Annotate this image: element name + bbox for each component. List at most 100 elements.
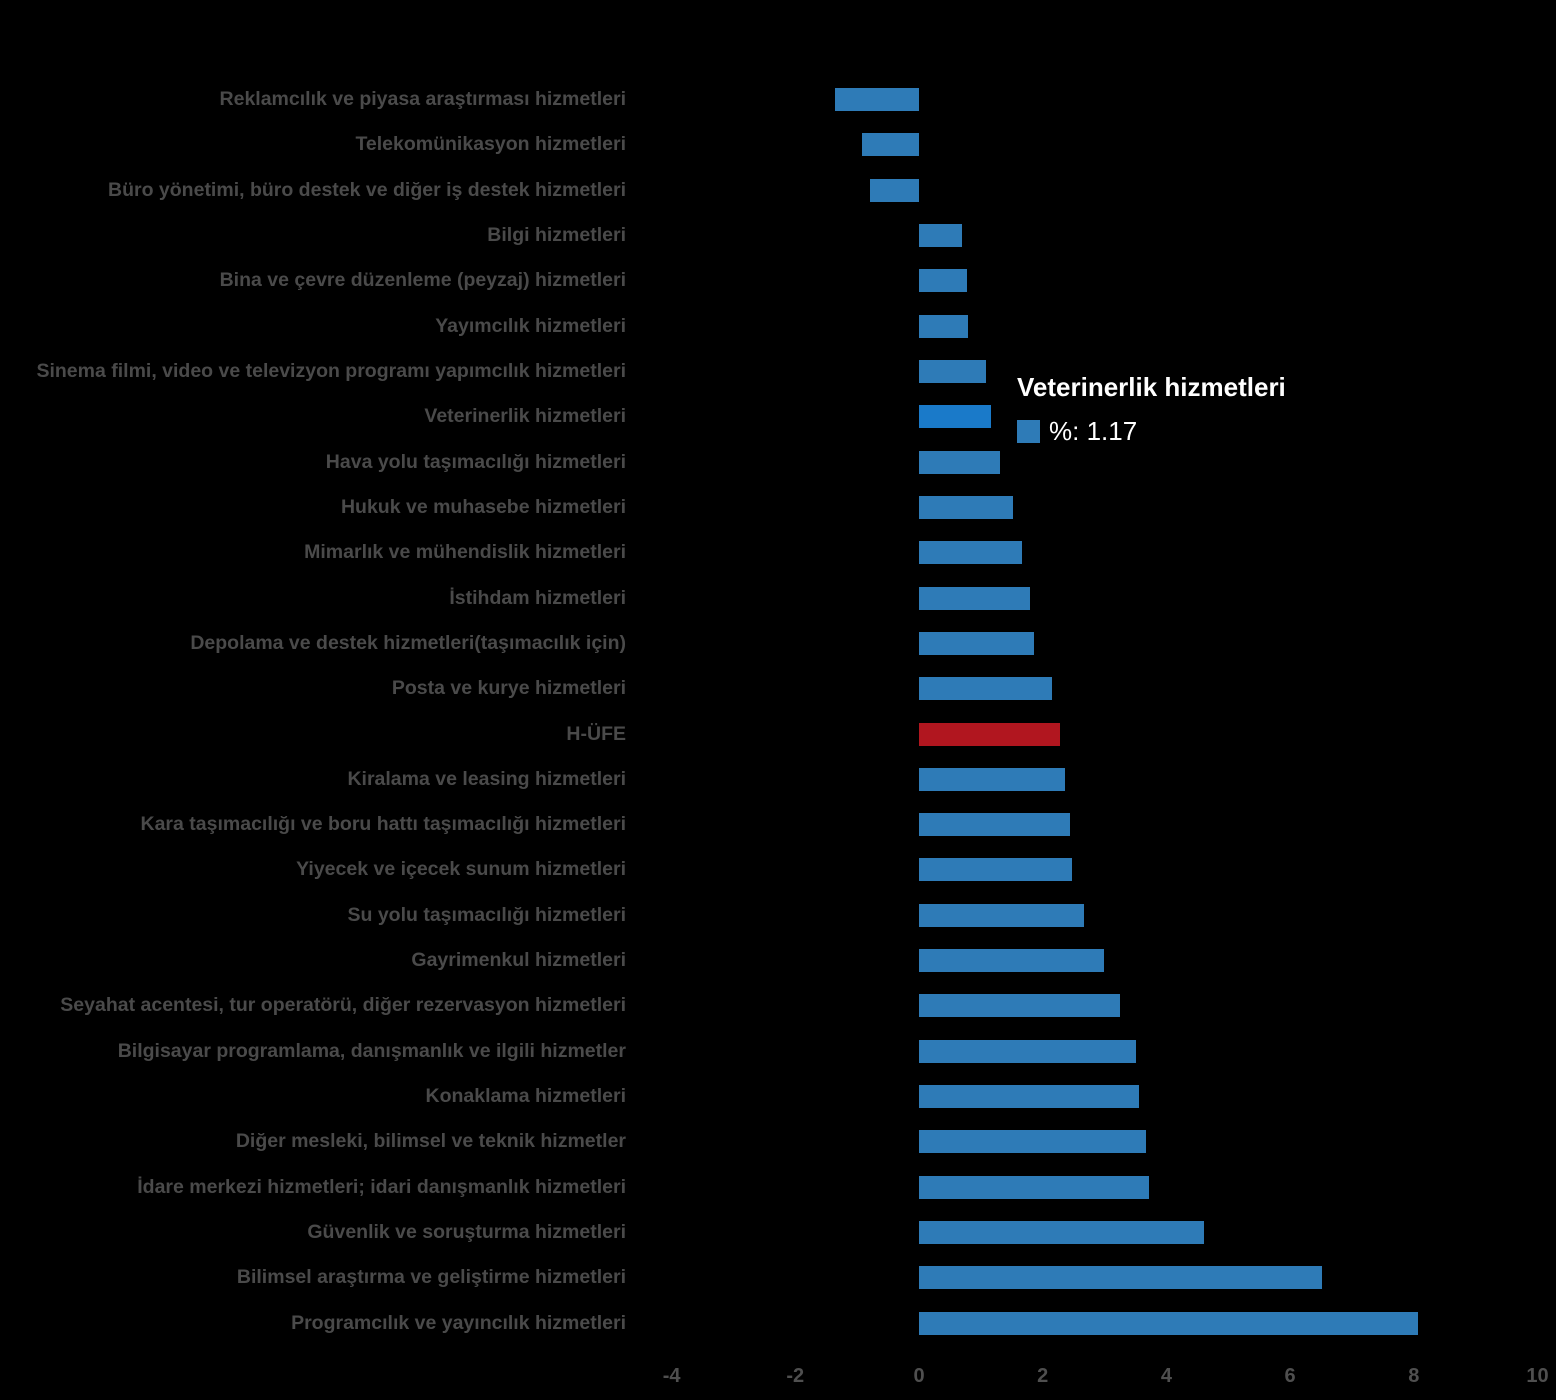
category-label: Posta ve kurye hizmetleri	[391, 677, 626, 700]
category-label: Gayrimenkul hizmetleri	[411, 949, 626, 972]
value-bar[interactable]	[870, 178, 919, 202]
x-axis-tick-label: 8	[1408, 1365, 1420, 1387]
table-row: Posta ve kurye hizmetleri	[0, 666, 1556, 711]
table-row: H-ÜFE	[0, 711, 1556, 756]
value-bar[interactable]	[919, 631, 1035, 655]
category-label: Sinema filmi, video ve televizyon progra…	[36, 360, 626, 382]
plot-area	[648, 1175, 1556, 1199]
category-label: Seyahat acentesi, tur operatörü, diğer r…	[60, 994, 626, 1017]
table-row: Kara taşımacılığı ve boru hattı taşımacı…	[0, 802, 1556, 847]
value-bar[interactable]	[919, 677, 1052, 701]
category-label: Bilgisayar programlama, danışmanlık ve i…	[117, 1039, 626, 1062]
tooltip: Veterinerlik hizmetleri %: 1.17	[1017, 372, 1286, 447]
value-bar[interactable]	[919, 767, 1065, 791]
value-bar[interactable]	[919, 858, 1073, 882]
category-label: H-ÜFE	[566, 722, 626, 745]
value-bar[interactable]	[919, 541, 1023, 565]
plot-area	[648, 813, 1556, 837]
table-row: Bilgi hizmetleri	[0, 213, 1556, 258]
tooltip-value-row: %: 1.17	[1017, 416, 1286, 447]
category-label: Hava yolu taşımacılığı hizmetleri	[325, 450, 626, 473]
x-axis-tick-label: -4	[662, 1365, 681, 1387]
plot-area	[648, 767, 1556, 791]
x-axis: -4 -2 0 2 4 6 8 10	[0, 1365, 1556, 1395]
category-label: Büro yönetimi, büro destek ve diğer iş d…	[108, 178, 626, 201]
table-row: Telekomünikasyon hizmetleri	[0, 122, 1556, 167]
value-bar[interactable]	[919, 722, 1061, 746]
value-bar[interactable]	[919, 1266, 1323, 1290]
table-row: Bilimsel araştırma ve geliştirme hizmetl…	[0, 1255, 1556, 1300]
value-bar[interactable]	[919, 586, 1030, 610]
plot-area	[648, 450, 1556, 474]
value-bar[interactable]	[862, 133, 919, 157]
value-bar[interactable]	[919, 450, 1001, 474]
x-axis-tick-label: 4	[1160, 1365, 1172, 1387]
plot-area	[648, 178, 1556, 202]
value-bar[interactable]	[919, 360, 986, 384]
category-label: Diğer mesleki, bilimsel ve teknik hizmet…	[235, 1130, 626, 1153]
plot-area	[648, 495, 1556, 519]
category-label: Bilgi hizmetleri	[487, 224, 626, 247]
table-row: Büro yönetimi, büro destek ve diğer iş d…	[0, 168, 1556, 213]
table-row: Sinema filmi, video ve televizyon progra…	[0, 349, 1556, 394]
category-label: Veterinerlik hizmetleri	[424, 405, 626, 428]
value-bar[interactable]	[834, 88, 919, 112]
category-label: Kiralama ve leasing hizmetleri	[347, 767, 626, 790]
plot-area	[648, 314, 1556, 338]
table-row: İdare merkezi hizmetleri; idari danışman…	[0, 1165, 1556, 1210]
category-label: Reklamcılık ve piyasa araştırması hizmet…	[219, 88, 626, 111]
category-label: Kara taşımacılığı ve boru hattı taşımacı…	[140, 813, 627, 836]
value-bar[interactable]	[919, 405, 992, 429]
value-bar[interactable]	[919, 903, 1084, 927]
tooltip-title: Veterinerlik hizmetleri	[1017, 372, 1286, 402]
table-row: Diğer mesleki, bilimsel ve teknik hizmet…	[0, 1119, 1556, 1164]
plot-area	[648, 903, 1556, 927]
plot-area	[648, 677, 1556, 701]
plot-area	[648, 586, 1556, 610]
value-bar[interactable]	[919, 1130, 1146, 1154]
category-label: Hukuk ve muhasebe hizmetleri	[340, 495, 626, 518]
value-bar[interactable]	[919, 1220, 1205, 1244]
table-row: Su yolu taşımacılığı hizmetleri	[0, 893, 1556, 938]
x-axis-tick-label: -2	[786, 1365, 805, 1387]
value-bar[interactable]	[919, 813, 1070, 837]
plot-area	[648, 631, 1556, 655]
table-row: Bilgisayar programlama, danışmanlık ve i…	[0, 1029, 1556, 1074]
value-bar[interactable]	[919, 224, 963, 248]
table-row: Seyahat acentesi, tur operatörü, diğer r…	[0, 983, 1556, 1028]
table-row: Hava yolu taşımacılığı hizmetleri	[0, 440, 1556, 485]
x-axis-tick-label: 6	[1284, 1365, 1296, 1387]
table-row: Yiyecek ve içecek sunum hizmetleri	[0, 847, 1556, 892]
bar-chart-rows: Reklamcılık ve piyasa araştırması hizmet…	[0, 77, 1556, 1346]
plot-area	[648, 1130, 1556, 1154]
table-row: Reklamcılık ve piyasa araştırması hizmet…	[0, 77, 1556, 122]
value-bar[interactable]	[919, 1039, 1137, 1063]
plot-area	[648, 1039, 1556, 1063]
value-bar[interactable]	[919, 994, 1120, 1018]
category-label: İstihdam hizmetleri	[449, 586, 626, 609]
value-bar[interactable]	[919, 1311, 1419, 1335]
category-label: Yayımcılık hizmetleri	[435, 314, 626, 337]
table-row: Depolama ve destek hizmetleri(taşımacılı…	[0, 621, 1556, 666]
plot-area	[648, 1220, 1556, 1244]
category-label: Bina ve çevre düzenleme (peyzaj) hizmetl…	[219, 269, 626, 292]
plot-area	[648, 858, 1556, 882]
category-label: İdare merkezi hizmetleri; idari danışman…	[137, 1175, 626, 1198]
plot-area	[648, 1085, 1556, 1109]
value-bar[interactable]	[919, 1175, 1150, 1199]
plot-area	[648, 541, 1556, 565]
tooltip-series-swatch	[1017, 420, 1040, 443]
plot-area	[648, 1266, 1556, 1290]
value-bar[interactable]	[919, 495, 1013, 519]
plot-area	[648, 405, 1556, 429]
plot-area	[648, 360, 1556, 384]
category-label: Güvenlik ve soruşturma hizmetleri	[307, 1220, 626, 1243]
value-bar[interactable]	[919, 314, 968, 338]
value-bar[interactable]	[919, 949, 1104, 973]
category-label: Programcılık ve yayıncılık hizmetleri	[291, 1311, 626, 1334]
plot-area	[648, 949, 1556, 973]
value-bar[interactable]	[919, 269, 967, 293]
value-bar[interactable]	[919, 1085, 1140, 1109]
table-row: Hukuk ve muhasebe hizmetleri	[0, 485, 1556, 530]
